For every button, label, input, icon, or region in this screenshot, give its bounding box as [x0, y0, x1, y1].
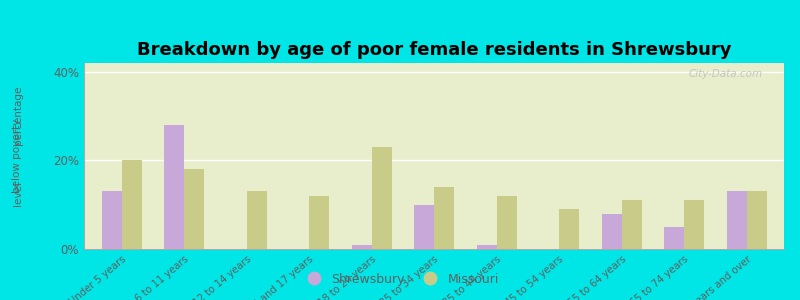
Bar [164, 125, 184, 249]
Title: Breakdown by age of poor female residents in Shrewsbury: Breakdown by age of poor female resident… [137, 41, 731, 59]
Bar [184, 169, 204, 249]
Bar [122, 160, 142, 249]
Bar [746, 191, 766, 249]
Text: City-Data.com: City-Data.com [689, 69, 763, 79]
Text: below poverty: below poverty [13, 119, 22, 193]
Bar [371, 147, 391, 249]
Bar [664, 227, 684, 249]
Bar [246, 191, 266, 249]
Bar [726, 191, 746, 249]
Bar [684, 200, 704, 249]
Bar [602, 214, 622, 249]
Bar [559, 209, 579, 249]
Text: percentage: percentage [13, 85, 22, 145]
Bar [477, 244, 497, 249]
Bar [497, 196, 517, 249]
Bar [414, 205, 434, 249]
Bar [434, 187, 454, 249]
Bar [309, 196, 329, 249]
Bar [102, 191, 122, 249]
Bar [351, 244, 371, 249]
Text: level: level [13, 181, 22, 206]
Legend: Shrewsbury, Missouri: Shrewsbury, Missouri [296, 268, 504, 291]
Bar [622, 200, 642, 249]
